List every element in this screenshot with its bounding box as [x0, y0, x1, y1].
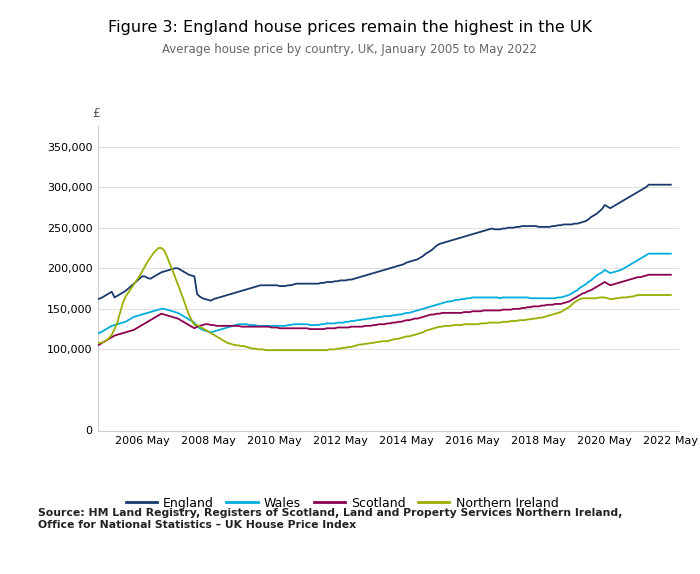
Wales: [488, 294, 496, 301]
Wales: [645, 250, 653, 257]
Text: Source: HM Land Registry, Registers of Scotland, Land and Property Services Nort: Source: HM Land Registry, Registers of S…: [38, 508, 623, 530]
Northern Ireland: [218, 336, 226, 343]
Wales: [215, 327, 223, 333]
Wales: [559, 293, 568, 300]
Northern Ireland: [155, 245, 163, 251]
Line: England: England: [98, 185, 671, 301]
England: [206, 297, 215, 304]
Wales: [501, 294, 510, 301]
Line: Scotland: Scotland: [98, 275, 671, 346]
Northern Ireland: [262, 347, 270, 354]
Wales: [298, 321, 306, 328]
Text: Figure 3: England house prices remain the highest in the UK: Figure 3: England house prices remain th…: [108, 20, 592, 35]
Scotland: [111, 332, 119, 339]
England: [111, 294, 119, 301]
England: [645, 181, 653, 188]
Scotland: [298, 325, 306, 332]
England: [300, 280, 309, 287]
Legend: England, Wales, Scotland, Northern Ireland: England, Wales, Scotland, Northern Irela…: [120, 491, 564, 514]
England: [666, 181, 675, 188]
Line: Wales: Wales: [98, 254, 671, 333]
Northern Ireland: [111, 325, 119, 332]
England: [218, 293, 226, 300]
Line: Northern Ireland: Northern Ireland: [98, 248, 671, 350]
Scotland: [94, 342, 102, 349]
Northern Ireland: [666, 292, 675, 298]
Northern Ireland: [303, 347, 312, 354]
Northern Ireland: [507, 317, 515, 324]
Scotland: [215, 323, 223, 329]
Scotland: [666, 272, 675, 278]
Text: Average house price by country, UK, January 2005 to May 2022: Average house price by country, UK, Janu…: [162, 43, 538, 56]
Scotland: [559, 300, 568, 307]
Scotland: [501, 306, 510, 313]
England: [94, 296, 102, 302]
Northern Ireland: [565, 304, 573, 311]
England: [491, 226, 499, 232]
Wales: [94, 329, 102, 336]
Wales: [111, 321, 119, 328]
England: [562, 221, 570, 228]
Scotland: [488, 307, 496, 314]
England: [504, 224, 512, 231]
Scotland: [645, 272, 653, 278]
Wales: [666, 250, 675, 257]
Northern Ireland: [493, 319, 501, 326]
Northern Ireland: [94, 339, 102, 346]
Text: £: £: [92, 107, 100, 120]
